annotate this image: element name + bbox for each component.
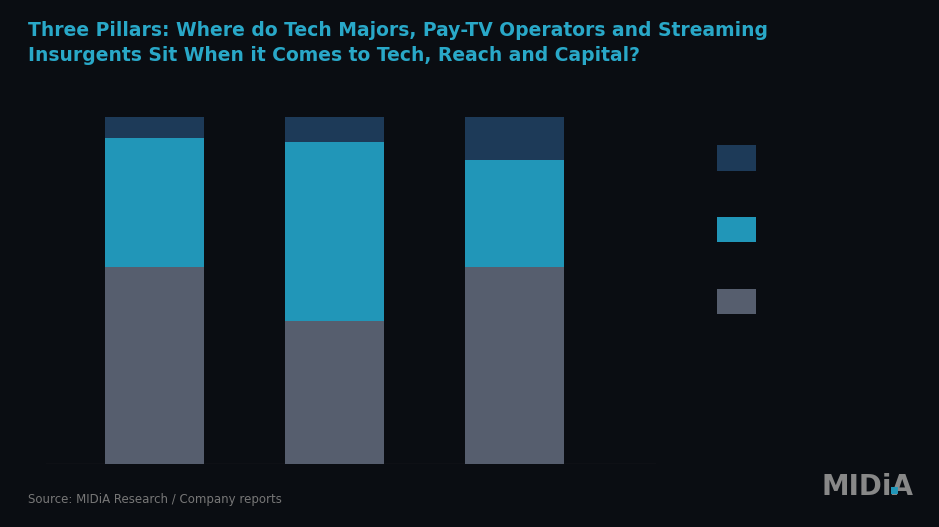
Text: MIDiA: MIDiA [822,473,914,501]
Text: Three Pillars: Where do Tech Majors, Pay-TV Operators and Streaming
Insurgents S: Three Pillars: Where do Tech Majors, Pay… [28,21,768,65]
Bar [716,289,756,314]
Bar [716,217,756,242]
Bar [716,145,756,171]
Bar [105,117,204,138]
Bar [466,160,564,267]
Bar [285,321,384,464]
Text: .: . [887,464,902,502]
Bar [466,117,564,160]
Text: Source: MIDiA Research / Company reports: Source: MIDiA Research / Company reports [28,493,282,506]
Bar [105,138,204,267]
Bar [466,267,564,464]
Bar [105,267,204,464]
Bar [285,142,384,321]
Bar [285,117,384,142]
